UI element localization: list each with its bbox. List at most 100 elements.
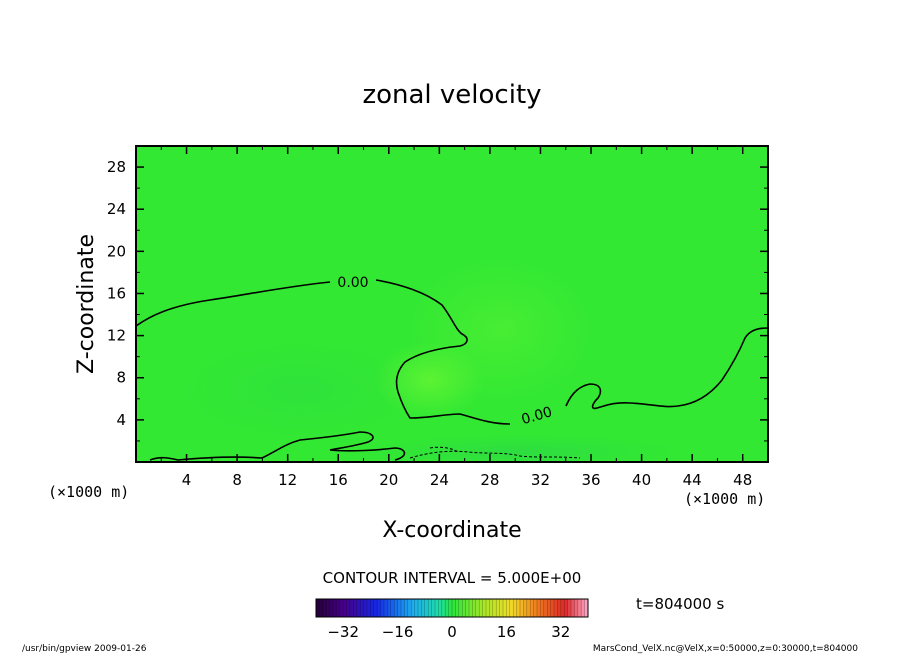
contour-line-dashed [409, 450, 581, 459]
colorbar-cell [401, 599, 405, 617]
colorbar-cell [322, 599, 327, 617]
x-tick-label: 44 [683, 471, 702, 489]
chart-title: zonal velocity [362, 80, 541, 110]
y-tick-label: 24 [107, 200, 126, 218]
colorbar-cell [404, 599, 409, 617]
field-shade [410, 260, 590, 400]
y-unit-label: (×1000 m) [48, 483, 129, 501]
y-axis-label: Z-coordinate [74, 234, 99, 374]
colorbar-cell [339, 599, 344, 617]
colorbar-cell [448, 599, 453, 617]
colorbar-cell [319, 599, 324, 617]
colorbar-cell [350, 599, 354, 617]
colorbar-cell [329, 599, 334, 617]
colorbar-cell [584, 599, 589, 617]
colorbar-cell [465, 599, 470, 617]
colorbar-cell [574, 599, 579, 617]
field-shade [180, 340, 420, 440]
colorbar-cell [438, 599, 443, 617]
colorbar-cell [479, 599, 484, 617]
y-tick-label: 16 [107, 284, 126, 302]
colorbar-cell [411, 599, 416, 617]
x-tick-label: 4 [182, 471, 192, 489]
colorbar-cell [380, 599, 385, 617]
colorbar-cell [435, 599, 439, 617]
colorbar-cell [472, 599, 477, 617]
colorbar-cell [537, 599, 541, 617]
x-tick-label: 8 [232, 471, 242, 489]
colorbar-frame [315, 598, 589, 618]
colorbar-cell [394, 599, 399, 617]
contour-interval: CONTOUR INTERVAL = 5.000E+00 [323, 569, 582, 587]
colorbar-cell [554, 599, 558, 617]
colorbar-cell [360, 599, 365, 617]
x-tick-label: 32 [531, 471, 550, 489]
colorbar-tick-label: −32 [327, 623, 359, 641]
colorbar-cell [326, 599, 331, 617]
colorbar-cell [567, 599, 572, 617]
colorbar-cell [506, 599, 511, 617]
colorbar-cell [458, 599, 463, 617]
colorbar-cell [523, 599, 528, 617]
plot-frame [135, 145, 769, 463]
colorbar-cell [445, 599, 450, 617]
x-axis: 4 8 12 16 20 24 28 32 36 40 44 48 [160, 146, 752, 489]
colorbar-cell [492, 599, 497, 617]
colorbar-cell [428, 599, 433, 617]
x-tick-label: 48 [733, 471, 752, 489]
colorbar-cell [356, 599, 361, 617]
colorbar-cell [384, 599, 388, 617]
field-shade [360, 434, 680, 462]
colorbar-cell [336, 599, 341, 617]
colorbar-cell [407, 599, 412, 617]
colorbar-cell [486, 599, 490, 617]
colorbar-cell [462, 599, 467, 617]
colorbar-cell [499, 599, 504, 617]
colorbar-tick-label: 32 [551, 623, 570, 641]
x-tick-label: 20 [379, 471, 398, 489]
colorbar-cell [353, 599, 358, 617]
footer-left: /usr/bin/gpview 2009-01-26 [22, 644, 147, 654]
x-tick-label: 28 [480, 471, 499, 489]
colorbar-tick-label: 16 [497, 623, 516, 641]
footer-right: MarsCond_VelX.nc@VelX,x=0:50000,z=0:3000… [593, 644, 858, 654]
colorbar-cell [530, 599, 535, 617]
x-unit-label: (×1000 m) [684, 490, 765, 508]
colorbar-cell [520, 599, 524, 617]
colorbar-cell [475, 599, 480, 617]
colorbar-cell [390, 599, 395, 617]
y-tick-label: 28 [107, 158, 126, 176]
colorbar-tick-label: 0 [447, 623, 457, 641]
colorbar-cell [441, 599, 446, 617]
colorbar-cell [370, 599, 375, 617]
colorbar-cell [343, 599, 348, 617]
colorbar-cell [333, 599, 337, 617]
x-tick-label: 36 [581, 471, 600, 489]
colorbar-cell [557, 599, 562, 617]
x-tick-label: 24 [430, 471, 449, 489]
x-tick-label: 12 [278, 471, 297, 489]
colorbar-cell [543, 599, 548, 617]
colorbar-cell [431, 599, 436, 617]
contour-line-bottom [149, 431, 406, 461]
colorbar-cell [414, 599, 419, 617]
colorbar-cell [367, 599, 371, 617]
contour-line-zero [136, 279, 768, 425]
colorbar-tick-label: −16 [382, 623, 414, 641]
y-tick-label: 20 [107, 242, 126, 260]
colorbar-cell [418, 599, 422, 617]
colorbar-cell [503, 599, 507, 617]
y-axis: 4 8 12 16 20 24 28 [107, 158, 768, 442]
colorbar-cell [509, 599, 514, 617]
colorbar-cell [469, 599, 473, 617]
colorbar-cell [571, 599, 575, 617]
colorbar-cell [526, 599, 531, 617]
colorbar-cell [482, 599, 487, 617]
y-tick-label: 12 [107, 327, 126, 345]
time-label: t=804000 s [636, 595, 724, 613]
contour-label: 0.00 [337, 275, 368, 291]
colorbar-cell [316, 599, 320, 617]
colorbar-cell [346, 599, 351, 617]
x-axis-label: X-coordinate [382, 518, 521, 543]
y-tick-label: 8 [116, 369, 126, 387]
